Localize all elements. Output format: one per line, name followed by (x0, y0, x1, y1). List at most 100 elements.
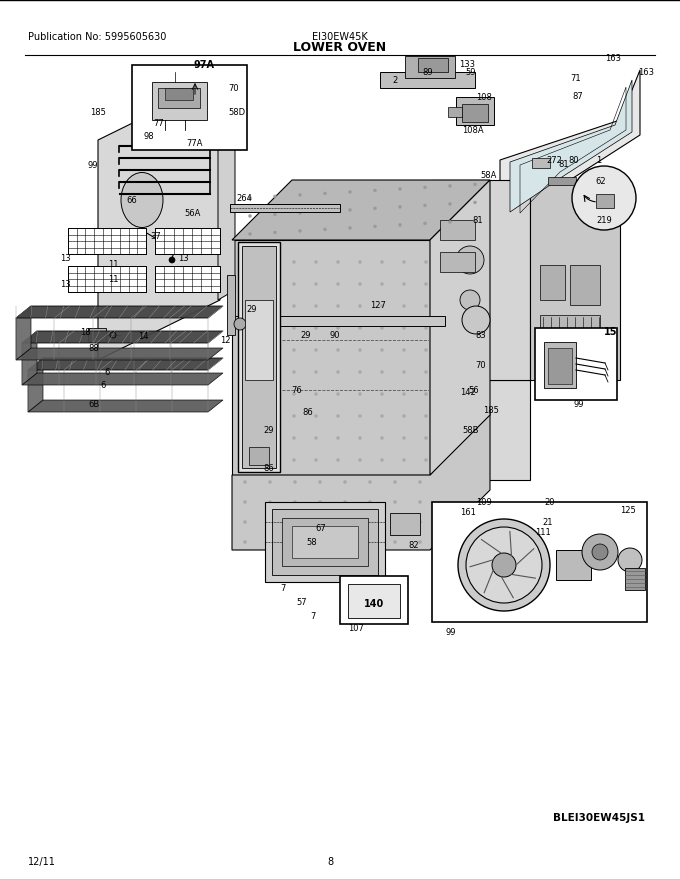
Text: 99: 99 (88, 160, 99, 170)
Polygon shape (16, 306, 31, 360)
Text: 58A: 58A (480, 171, 496, 180)
Circle shape (473, 201, 477, 204)
Circle shape (458, 519, 550, 611)
Polygon shape (430, 380, 530, 480)
Circle shape (358, 436, 362, 439)
Circle shape (292, 458, 296, 461)
Text: 67: 67 (315, 524, 326, 532)
Text: 99: 99 (574, 400, 585, 408)
Circle shape (403, 436, 405, 439)
Circle shape (369, 480, 371, 483)
Polygon shape (22, 373, 223, 385)
Text: 13: 13 (60, 280, 71, 289)
Bar (535, 328, 617, 400)
Circle shape (271, 282, 273, 285)
Circle shape (234, 318, 246, 330)
Circle shape (343, 540, 347, 544)
Circle shape (269, 520, 271, 524)
Circle shape (398, 205, 401, 209)
Polygon shape (238, 242, 280, 472)
Circle shape (462, 306, 490, 334)
Bar (152, 82, 207, 120)
Circle shape (381, 392, 384, 395)
Text: 125: 125 (620, 505, 636, 515)
Circle shape (269, 501, 271, 503)
Text: 90: 90 (330, 331, 341, 340)
Circle shape (466, 527, 542, 603)
Circle shape (424, 260, 428, 263)
Circle shape (318, 540, 322, 544)
Circle shape (424, 348, 428, 351)
Bar (88, 328, 106, 342)
Bar (340, 576, 408, 624)
Text: 12: 12 (220, 335, 231, 344)
Bar (544, 342, 576, 388)
Circle shape (243, 501, 246, 503)
Bar (548, 177, 576, 185)
Circle shape (394, 520, 396, 524)
Text: 29: 29 (300, 331, 311, 340)
Circle shape (373, 189, 377, 192)
Circle shape (403, 414, 405, 417)
Circle shape (271, 370, 273, 373)
Text: 88: 88 (88, 343, 99, 353)
Circle shape (381, 282, 384, 285)
Polygon shape (16, 348, 223, 360)
Circle shape (582, 534, 618, 570)
Circle shape (248, 196, 252, 200)
Bar (155, 228, 220, 254)
Bar (292, 526, 358, 558)
Circle shape (394, 480, 396, 483)
Circle shape (248, 232, 252, 236)
Circle shape (299, 230, 301, 232)
Circle shape (572, 166, 636, 230)
Text: 99: 99 (445, 627, 456, 636)
Circle shape (358, 260, 362, 263)
Polygon shape (16, 306, 223, 318)
Circle shape (398, 224, 401, 226)
Circle shape (403, 348, 405, 351)
Circle shape (324, 228, 326, 231)
Circle shape (424, 204, 426, 207)
Circle shape (394, 540, 396, 544)
Circle shape (243, 520, 246, 524)
Circle shape (324, 192, 326, 195)
Circle shape (292, 304, 296, 307)
Circle shape (314, 304, 318, 307)
Circle shape (424, 392, 428, 395)
Bar (440, 220, 475, 240)
Circle shape (348, 209, 352, 211)
Text: 59: 59 (465, 68, 475, 77)
Polygon shape (510, 80, 632, 212)
Circle shape (299, 194, 301, 196)
Bar (249, 447, 269, 465)
Circle shape (460, 290, 480, 310)
Circle shape (292, 326, 296, 329)
Circle shape (418, 520, 422, 524)
Text: 140: 140 (364, 599, 384, 609)
Bar (155, 266, 220, 292)
Text: 58: 58 (306, 538, 317, 546)
Text: 14: 14 (138, 332, 148, 341)
Bar (462, 104, 488, 122)
Circle shape (337, 414, 339, 417)
Bar (348, 584, 400, 618)
Circle shape (269, 540, 271, 544)
Circle shape (292, 392, 296, 395)
Bar (570, 265, 600, 305)
Bar (132, 65, 247, 150)
Circle shape (358, 304, 362, 307)
Text: 142: 142 (460, 387, 476, 397)
Bar (596, 194, 614, 208)
Text: 86: 86 (302, 407, 313, 416)
Circle shape (424, 370, 428, 373)
Circle shape (314, 260, 318, 263)
Circle shape (294, 520, 296, 524)
Bar (456, 97, 494, 125)
Text: 77: 77 (153, 119, 164, 128)
Text: 12/11: 12/11 (28, 857, 56, 867)
Circle shape (358, 348, 362, 351)
Text: 11: 11 (108, 275, 118, 283)
Text: 264: 264 (236, 194, 252, 202)
Circle shape (271, 392, 273, 395)
